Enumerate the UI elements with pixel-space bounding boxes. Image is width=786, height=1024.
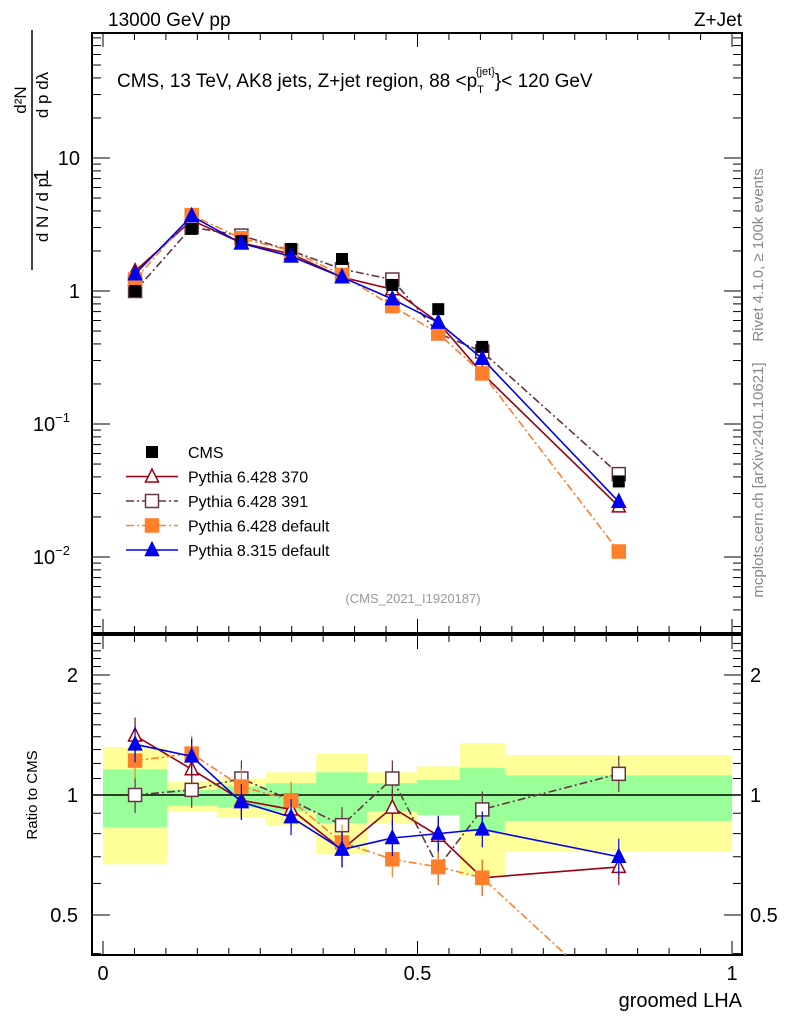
marker-triangle xyxy=(183,206,200,223)
ylabel-num1: 1 xyxy=(31,169,53,180)
marker-triangle xyxy=(144,467,160,483)
header-right: Z+Jet xyxy=(694,10,743,31)
ratio-series-pythia-8-315-default xyxy=(127,726,627,875)
ylabel-num2: d²N xyxy=(11,86,30,113)
marker-triangle xyxy=(384,828,401,845)
legend-item: Pythia 6.428 391 xyxy=(126,493,308,511)
ratio-line xyxy=(134,752,568,955)
marker-triangle xyxy=(283,247,299,263)
marker-open-square xyxy=(144,493,160,509)
legend-item: Pythia 6.428 370 xyxy=(126,467,308,487)
data-point-cms xyxy=(612,475,625,488)
marker-triangle xyxy=(430,824,446,840)
series-line xyxy=(134,214,620,552)
data-point-cms xyxy=(129,285,142,297)
uncertainty-band-inner xyxy=(416,780,460,816)
x-tick-label: 0.5 xyxy=(404,963,432,985)
legend-item: CMS xyxy=(146,445,224,462)
marker-triangle xyxy=(474,820,491,836)
marker-filled-square xyxy=(475,366,490,381)
marker-triangle xyxy=(474,349,491,365)
y-tick-label: 10−1 xyxy=(33,410,70,436)
ylabel-den1: d N / d p xyxy=(33,178,52,242)
y-axis-label: 1 d N / d p d²N d p dλ xyxy=(11,30,53,270)
series-line xyxy=(134,226,620,475)
marker-filled-square xyxy=(431,326,446,341)
plot-title: CMS, 13 TeV, AK8 jets, Z+jet region, 88 … xyxy=(117,66,593,96)
data-point-cms xyxy=(386,278,399,291)
x-tick-label: 1 xyxy=(726,963,737,985)
ylabel-den2: d p dλ xyxy=(33,71,52,118)
legend-label: Pythia 6.428 391 xyxy=(188,494,308,511)
ratio-tick-label: 2 xyxy=(67,665,78,687)
analysis-id: (CMS_2021_I1920187) xyxy=(345,591,480,606)
legend: CMS Pythia 6.428 370 Pythia 6.428 391 Pythi… xyxy=(126,445,330,560)
legend-label: CMS xyxy=(188,445,224,462)
ratio-line xyxy=(135,773,619,869)
legend-item: Pythia 6.428 default xyxy=(126,518,330,536)
marker-filled-square xyxy=(611,544,627,559)
marker-triangle xyxy=(430,313,446,329)
marker-triangle xyxy=(384,289,401,306)
x-axis-label: groomed LHA xyxy=(619,990,743,1012)
marker-triangle xyxy=(144,540,160,557)
data-point-cms xyxy=(476,340,489,353)
marker-open-square xyxy=(127,787,143,803)
rivet-label: Rivet 4.1.0, ≥ 100k events xyxy=(750,168,767,341)
legend-label: Pythia 6.428 default xyxy=(188,519,330,536)
data-point-cms xyxy=(185,222,198,235)
marker-triangle xyxy=(127,735,143,751)
marker-triangle xyxy=(611,492,627,509)
marker-filled-square xyxy=(144,518,160,533)
x-tick-label: 0 xyxy=(97,963,108,985)
ratio-tick-label: 0.5 xyxy=(750,905,778,927)
series-pythia-6-428-391 xyxy=(127,219,627,482)
data-point-cms xyxy=(432,303,445,316)
marker-filled-square xyxy=(431,859,446,875)
legend-label: Pythia 8.315 default xyxy=(188,543,330,560)
ratio-tick-label: 1 xyxy=(750,785,761,807)
ratio-tick-label: 1 xyxy=(67,785,78,807)
marker-triangle xyxy=(384,798,401,814)
ratio-tick-label: 0.5 xyxy=(50,905,78,927)
marker-triangle xyxy=(233,234,250,250)
series-line xyxy=(134,219,620,508)
marker-triangle xyxy=(611,847,627,863)
legend-item: Pythia 8.315 default xyxy=(126,540,330,560)
legend-marker-cms xyxy=(146,446,158,458)
marker-triangle xyxy=(183,747,200,763)
marker-triangle xyxy=(283,807,299,824)
marker-triangle xyxy=(127,264,143,281)
marker-filled-square xyxy=(475,870,490,886)
data-point-cms xyxy=(336,253,349,266)
marker-triangle xyxy=(334,840,350,856)
marker-triangle xyxy=(233,792,250,809)
marker-open-square xyxy=(611,766,627,782)
series-pythia-6-428-370 xyxy=(127,211,627,513)
ratio-tick-label: 2 xyxy=(750,665,761,687)
y-tick-label: 10−2 xyxy=(33,543,70,569)
y-tick-label: 1 xyxy=(69,281,80,303)
mcplots-label: mcplots.cern.ch [arXiv:2401.10621] xyxy=(750,362,767,597)
marker-open-square xyxy=(184,782,199,798)
marker-open-square xyxy=(385,771,400,786)
legend-label: Pythia 6.428 370 xyxy=(188,470,308,487)
ratio-y-label: Ratio to CMS xyxy=(24,750,41,839)
y-tick-label: 10 xyxy=(58,148,80,170)
marker-triangle xyxy=(334,268,350,284)
header-left: 13000 GeV pp xyxy=(108,10,231,31)
